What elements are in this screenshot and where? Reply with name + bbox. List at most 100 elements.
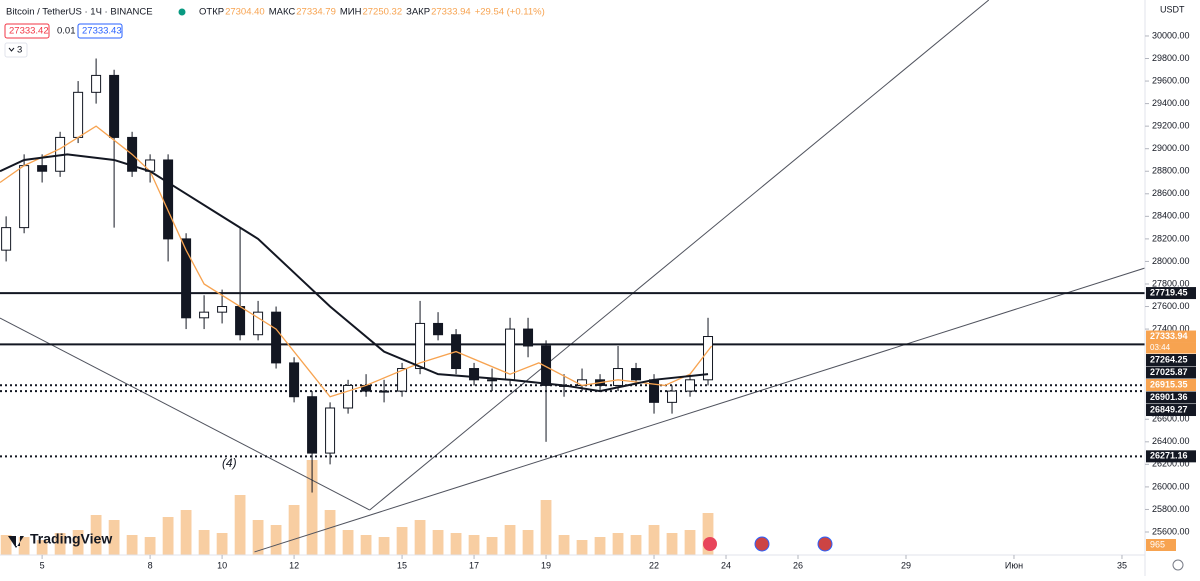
countdown: 03:44 bbox=[1150, 343, 1171, 352]
volume-bar bbox=[378, 537, 390, 555]
volume-bar bbox=[648, 525, 660, 555]
volume-bar bbox=[504, 525, 516, 555]
candle-body bbox=[19, 165, 30, 229]
y-tick-label: 26200.00 bbox=[1152, 459, 1190, 469]
volume-bar bbox=[216, 533, 228, 555]
volume-bar bbox=[198, 530, 210, 555]
x-tick-label: 17 bbox=[469, 560, 479, 570]
volume-bar bbox=[288, 505, 300, 555]
trend-line bbox=[0, 317, 370, 511]
volume-bar bbox=[162, 517, 174, 555]
moving-average bbox=[0, 125, 713, 398]
candle-body bbox=[73, 91, 84, 138]
volume-bar bbox=[630, 535, 642, 555]
wave-annotation: (4) bbox=[222, 456, 237, 470]
candle-body bbox=[541, 345, 552, 386]
volume-bar bbox=[252, 520, 264, 555]
candle-body bbox=[703, 336, 714, 381]
y-tick-label: 27400.00 bbox=[1152, 323, 1190, 333]
candle-body bbox=[289, 362, 300, 398]
volume-bar bbox=[180, 510, 192, 555]
candle-body bbox=[379, 390, 390, 393]
logo-text: TradingView bbox=[30, 531, 112, 547]
candle-body bbox=[469, 368, 480, 381]
x-tick-label: 5 bbox=[40, 560, 45, 570]
candle-body bbox=[487, 379, 498, 382]
y-tick-label: 29800.00 bbox=[1152, 53, 1190, 63]
price-label-text: 26271.16 bbox=[1150, 451, 1188, 461]
price-label-text: 26849.27 bbox=[1150, 404, 1188, 414]
y-tick-label: 25800.00 bbox=[1152, 504, 1190, 514]
candle-body bbox=[523, 328, 534, 347]
ask-box[interactable] bbox=[77, 23, 123, 39]
status-dot bbox=[178, 8, 186, 16]
volume-bar bbox=[558, 535, 570, 555]
price-label: 27333.94 03:44 bbox=[1146, 330, 1196, 354]
volume-bar bbox=[360, 535, 372, 555]
countdown-bg bbox=[1146, 342, 1196, 354]
price-label-bg bbox=[1146, 404, 1196, 417]
ohlc-value: 27304.40 bbox=[225, 7, 265, 18]
event-icon[interactable] bbox=[817, 536, 833, 552]
candle-body bbox=[433, 322, 444, 336]
volume-bar bbox=[234, 495, 246, 555]
header: Bitcoin / TetherUS · 1Ч · BINANCE ОТКР 273… bbox=[0, 2, 545, 58]
bid-box[interactable] bbox=[4, 23, 50, 39]
y-tick-label: 29000.00 bbox=[1152, 143, 1190, 153]
y-tick-label: 29400.00 bbox=[1152, 98, 1190, 108]
price-label-bg bbox=[1146, 330, 1196, 343]
settings-icon[interactable] bbox=[1172, 559, 1184, 571]
y-tick-label: 30000.00 bbox=[1152, 30, 1190, 40]
volume-bar bbox=[342, 530, 354, 555]
x-tick-label: 29 bbox=[901, 560, 911, 570]
volume-bar bbox=[270, 525, 282, 555]
change: +29.54 (+0.11%) bbox=[475, 7, 545, 18]
event-icon[interactable] bbox=[754, 536, 770, 552]
price-label-bg bbox=[1146, 379, 1196, 392]
x-tick-label: 24 bbox=[721, 560, 731, 570]
candle-body bbox=[325, 407, 336, 454]
volume-bar bbox=[108, 520, 120, 555]
ohlc-label: ЗАКР bbox=[406, 7, 430, 18]
y-tick-label: 29200.00 bbox=[1152, 121, 1190, 131]
volume-bar bbox=[306, 460, 318, 555]
volume-bar bbox=[612, 533, 624, 555]
candle-body bbox=[631, 368, 642, 381]
candle-body bbox=[253, 311, 264, 336]
y-tick-label: 26400.00 bbox=[1152, 436, 1190, 446]
volume-bar bbox=[468, 535, 480, 555]
candle-body bbox=[1, 227, 12, 251]
ohlc-label: ОТКР bbox=[199, 7, 224, 18]
candle-body bbox=[217, 306, 228, 313]
moving-average bbox=[0, 153, 709, 393]
ohlc-label: МИН bbox=[340, 7, 362, 18]
candle-body bbox=[685, 379, 696, 392]
event-icon[interactable] bbox=[703, 537, 717, 551]
volume-bar bbox=[540, 500, 552, 555]
indicators-count: 3 bbox=[17, 45, 22, 56]
chevron bbox=[8, 47, 15, 52]
volume-label: 965 bbox=[1150, 539, 1165, 549]
ask: 27333.43 bbox=[82, 26, 122, 37]
price-label: 26901.36 bbox=[1146, 391, 1196, 404]
volume-bar bbox=[126, 535, 138, 555]
x-tick-label: 12 bbox=[289, 560, 299, 570]
header-bg bbox=[0, 2, 520, 20]
volume-bar bbox=[594, 537, 606, 555]
indicators-box[interactable] bbox=[4, 42, 28, 58]
price-label-text: 27025.87 bbox=[1150, 367, 1188, 377]
volume-bar bbox=[702, 513, 714, 555]
price-label-text: 27719.45 bbox=[1150, 287, 1188, 297]
y-tick-label: 28600.00 bbox=[1152, 188, 1190, 198]
symbol[interactable]: Bitcoin / TetherUS · 1Ч · BINANCE bbox=[6, 7, 153, 18]
price-label-text: 27264.25 bbox=[1150, 354, 1188, 364]
price-label-bg bbox=[1146, 287, 1196, 300]
y-tick-label: 26600.00 bbox=[1152, 414, 1190, 424]
candle-body bbox=[343, 384, 354, 409]
currency[interactable]: USDT bbox=[1160, 4, 1185, 14]
candle-body bbox=[163, 159, 174, 240]
candle-body bbox=[397, 368, 408, 392]
candle-body bbox=[613, 368, 624, 386]
trend-line bbox=[254, 267, 1145, 553]
